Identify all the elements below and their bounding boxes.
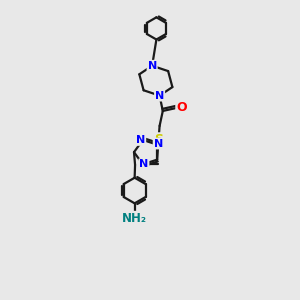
Text: N: N	[148, 61, 157, 71]
Text: O: O	[176, 101, 187, 114]
Text: N: N	[155, 91, 164, 100]
Text: N: N	[154, 139, 163, 148]
Text: NH₂: NH₂	[122, 212, 147, 225]
Text: N: N	[139, 159, 148, 169]
Text: N: N	[136, 135, 145, 145]
Text: S: S	[154, 133, 164, 146]
